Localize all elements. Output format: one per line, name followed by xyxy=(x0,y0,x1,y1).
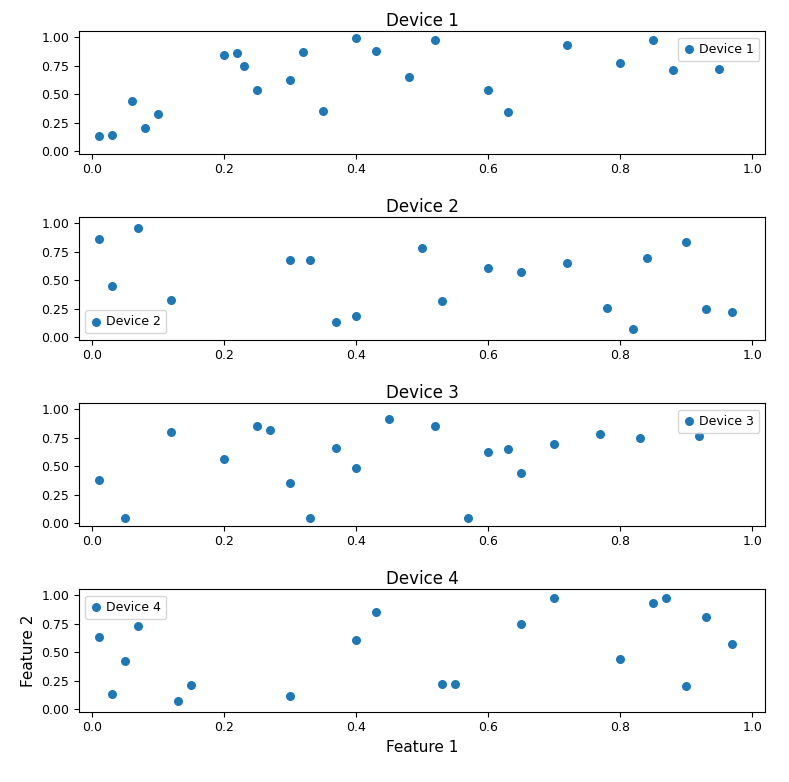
Device 2 xyxy=(482,261,495,274)
Device 1 xyxy=(502,106,514,119)
Device 3 xyxy=(284,477,297,490)
Device 2 xyxy=(416,242,428,254)
Device 2 xyxy=(304,253,316,266)
Device 3 xyxy=(330,442,342,454)
Device 3 xyxy=(251,420,264,432)
Device 3 xyxy=(218,453,230,465)
Title: Device 3: Device 3 xyxy=(386,384,458,402)
Device 1 xyxy=(151,107,164,120)
Device 4 xyxy=(119,655,132,668)
Device 2 xyxy=(627,323,640,335)
Legend: Device 3: Device 3 xyxy=(678,410,759,432)
Device 1 xyxy=(614,57,626,70)
Device 4 xyxy=(106,688,118,701)
Device 1 xyxy=(297,45,309,58)
Device 4 xyxy=(92,631,105,644)
Device 3 xyxy=(462,511,475,524)
Device 1 xyxy=(92,131,105,143)
Device 3 xyxy=(548,438,560,450)
Device 4 xyxy=(185,679,197,691)
Device 3 xyxy=(502,443,514,455)
Device 2 xyxy=(330,316,342,328)
Device 4 xyxy=(284,690,297,702)
Device 3 xyxy=(92,474,105,486)
Device 3 xyxy=(350,462,362,475)
Device 2 xyxy=(640,252,653,264)
Device 2 xyxy=(106,280,118,292)
Device 4 xyxy=(726,638,739,651)
Device 2 xyxy=(350,310,362,322)
Device 3 xyxy=(634,432,646,444)
Device 4 xyxy=(350,633,362,646)
Device 1 xyxy=(402,70,415,83)
Device 2 xyxy=(165,293,178,306)
Device 2 xyxy=(132,221,144,234)
Device 1 xyxy=(218,49,230,62)
Device 4 xyxy=(449,678,462,691)
Device 2 xyxy=(680,236,693,249)
Legend: Device 2: Device 2 xyxy=(85,310,166,333)
Device 4 xyxy=(132,619,144,632)
Legend: Device 1: Device 1 xyxy=(678,38,759,60)
Device 4 xyxy=(436,678,448,691)
Device 1 xyxy=(106,129,118,142)
Y-axis label: Feature 2: Feature 2 xyxy=(21,614,36,687)
Device 1 xyxy=(429,34,442,47)
Legend: Device 4: Device 4 xyxy=(85,596,166,619)
Device 4 xyxy=(647,597,660,609)
Device 4 xyxy=(171,695,184,708)
Device 4 xyxy=(700,611,712,623)
Device 1 xyxy=(231,47,244,59)
Device 1 xyxy=(251,84,264,96)
Device 4 xyxy=(680,680,693,693)
Device 1 xyxy=(284,74,297,87)
Title: Device 1: Device 1 xyxy=(386,12,458,30)
Device 2 xyxy=(436,295,448,307)
Device 1 xyxy=(561,39,574,52)
Device 2 xyxy=(514,266,527,278)
Device 2 xyxy=(600,301,613,314)
Device 4 xyxy=(614,653,626,665)
Device 4 xyxy=(660,592,673,604)
Title: Device 2: Device 2 xyxy=(386,198,458,216)
Device 3 xyxy=(383,413,395,425)
Device 3 xyxy=(264,423,277,436)
Device 2 xyxy=(92,233,105,246)
Device 1 xyxy=(647,34,660,47)
Device 1 xyxy=(139,122,151,135)
Device 1 xyxy=(350,32,362,45)
Device 3 xyxy=(514,467,527,479)
Device 3 xyxy=(693,430,705,443)
Device 1 xyxy=(712,63,725,75)
Device 2 xyxy=(700,303,712,315)
Device 1 xyxy=(482,84,495,96)
Device 2 xyxy=(561,256,574,269)
Device 3 xyxy=(304,511,316,524)
Title: Device 4: Device 4 xyxy=(386,570,458,588)
Device 4 xyxy=(514,617,527,630)
Device 3 xyxy=(482,447,495,459)
Device 4 xyxy=(369,606,382,619)
Device 3 xyxy=(429,420,442,432)
Device 1 xyxy=(237,59,250,72)
Device 3 xyxy=(594,428,607,440)
Device 1 xyxy=(317,105,330,117)
Device 1 xyxy=(667,64,679,77)
Device 2 xyxy=(726,306,739,318)
X-axis label: Feature 1: Feature 1 xyxy=(386,740,458,755)
Device 4 xyxy=(548,592,560,604)
Device 2 xyxy=(284,253,297,266)
Device 3 xyxy=(165,425,178,438)
Device 1 xyxy=(369,45,382,57)
Device 3 xyxy=(119,511,132,524)
Device 1 xyxy=(125,95,138,107)
